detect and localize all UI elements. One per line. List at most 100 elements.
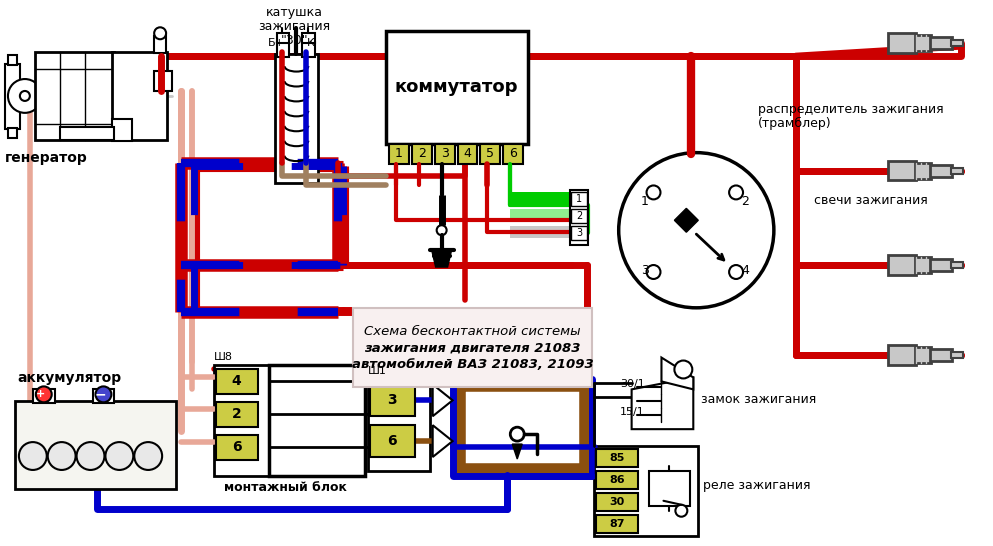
Bar — [276, 33, 289, 43]
Bar — [453, 379, 592, 476]
Circle shape — [154, 27, 166, 39]
Bar — [8, 55, 17, 65]
Bar — [386, 31, 528, 144]
Bar — [463, 389, 582, 466]
Text: 15/1: 15/1 — [620, 407, 644, 417]
Bar — [303, 33, 316, 43]
Text: 4: 4 — [464, 147, 472, 160]
Text: (трамблер): (трамблер) — [758, 117, 831, 130]
Circle shape — [619, 153, 774, 308]
Text: Ш8: Ш8 — [213, 352, 232, 361]
Bar — [916, 163, 931, 179]
Text: 1: 1 — [640, 195, 648, 209]
Polygon shape — [632, 377, 693, 429]
Text: 1: 1 — [576, 194, 582, 204]
Circle shape — [646, 265, 660, 279]
Text: 3: 3 — [387, 393, 397, 407]
Text: монтажный блок: монтажный блок — [223, 481, 347, 494]
Text: замок зажигания: замок зажигания — [701, 393, 816, 406]
Bar — [35, 52, 114, 140]
Text: автомобилей ВАЗ 21083, 21093: автомобилей ВАЗ 21083, 21093 — [352, 358, 594, 371]
Text: распределитель зажигания: распределитель зажигания — [758, 103, 943, 116]
Text: −: − — [94, 387, 106, 401]
Circle shape — [729, 186, 743, 199]
Text: 1: 1 — [395, 147, 403, 160]
Bar — [112, 52, 167, 140]
Polygon shape — [674, 209, 698, 232]
Circle shape — [19, 442, 47, 470]
Circle shape — [76, 442, 104, 470]
Bar — [594, 446, 698, 536]
Bar — [503, 144, 523, 164]
Text: свечи зажигания: свечи зажигания — [814, 194, 928, 207]
Bar — [889, 345, 917, 365]
Text: 4: 4 — [231, 375, 241, 388]
Bar — [274, 54, 319, 183]
Bar — [596, 515, 638, 532]
Text: 2: 2 — [418, 147, 426, 160]
Bar — [916, 347, 931, 363]
Bar — [889, 255, 917, 275]
Bar — [481, 144, 500, 164]
Bar — [570, 191, 588, 245]
Circle shape — [105, 442, 133, 470]
Bar — [303, 42, 316, 57]
Bar — [213, 365, 268, 476]
Text: 4: 4 — [741, 264, 749, 277]
Bar — [916, 257, 931, 273]
Text: 5: 5 — [487, 147, 495, 160]
Text: 86: 86 — [609, 475, 625, 485]
Text: 2: 2 — [741, 195, 749, 209]
Text: 87: 87 — [609, 519, 625, 529]
Circle shape — [674, 360, 692, 378]
Text: 6: 6 — [232, 440, 241, 454]
Bar — [215, 402, 257, 427]
Bar — [510, 226, 570, 238]
Bar — [648, 471, 690, 506]
Text: 2: 2 — [231, 407, 241, 422]
Bar — [215, 435, 257, 460]
Text: 3: 3 — [441, 147, 449, 160]
Text: Схема бесконтактной системы: Схема бесконтактной системы — [364, 325, 581, 338]
Bar — [370, 384, 415, 416]
Bar — [510, 192, 570, 204]
Bar — [951, 168, 963, 174]
Circle shape — [134, 442, 162, 470]
Text: 30: 30 — [609, 497, 625, 507]
Bar — [60, 127, 114, 140]
Text: 30/1: 30/1 — [620, 379, 644, 389]
Bar — [5, 64, 20, 129]
Circle shape — [8, 79, 42, 113]
Bar — [215, 370, 257, 394]
Bar — [15, 401, 176, 489]
Bar — [8, 128, 17, 138]
Bar — [889, 33, 917, 53]
Bar — [571, 209, 587, 223]
Text: "30": "30" — [281, 34, 308, 48]
Bar — [596, 493, 638, 511]
Bar — [930, 37, 952, 49]
Circle shape — [36, 387, 52, 402]
Text: К: К — [308, 38, 315, 48]
Text: коммутатор: коммутатор — [395, 78, 518, 96]
Bar — [571, 192, 587, 206]
Text: зажигания: зажигания — [258, 20, 331, 33]
Bar — [930, 259, 952, 271]
Text: 6: 6 — [509, 147, 517, 160]
Bar — [112, 119, 132, 141]
Bar — [930, 348, 952, 360]
Circle shape — [95, 387, 111, 402]
Bar — [596, 449, 638, 467]
Bar — [33, 389, 55, 403]
Bar — [368, 379, 430, 471]
Text: 6: 6 — [387, 434, 397, 448]
Bar — [889, 161, 917, 181]
Bar — [370, 425, 415, 457]
Bar — [92, 389, 114, 403]
Bar — [435, 144, 455, 164]
Circle shape — [48, 442, 75, 470]
Text: зажигания двигателя 21083: зажигания двигателя 21083 — [364, 342, 581, 355]
Text: реле зажигания: реле зажигания — [703, 479, 810, 492]
Bar — [916, 35, 931, 51]
Text: генератор: генератор — [5, 151, 87, 165]
